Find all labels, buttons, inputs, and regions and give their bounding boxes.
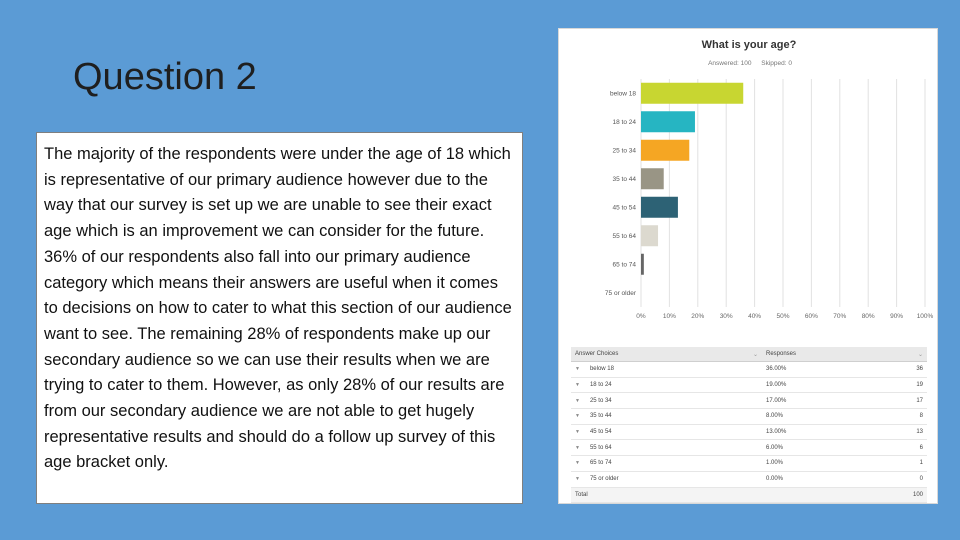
response-count-cell: 0 — [900, 471, 927, 488]
expand-icon[interactable]: ▼ — [575, 444, 580, 451]
answer-choice-cell: ▼ 45 to 54 — [571, 424, 762, 441]
body-text-box: The majority of the respondents were und… — [36, 132, 523, 504]
answer-choice-cell: ▼ 65 to 74 — [571, 455, 762, 472]
bar — [641, 82, 744, 104]
age-bar-chart: 0% 10% 20% 30% 40% 50% 60% 70% 80% 90% 100% below 1… — [605, 79, 934, 320]
x-tick-label: 10% — [663, 313, 676, 320]
responses-table: Answer Choices ⌄ Responses ⌄ ▼ below 18 36.0… — [571, 347, 927, 504]
total-value: 100 — [900, 487, 927, 504]
category-label: below 18 — [610, 90, 636, 97]
response-counts: Answered: 100 Skipped: 0 — [708, 60, 792, 67]
x-tick-label: 50% — [776, 313, 789, 320]
answer-choice-cell: ▼ 25 to 34 — [571, 392, 762, 410]
x-tick-label: 90% — [890, 313, 903, 320]
response-count-cell: 19 — [900, 377, 927, 394]
total-label: Total — [571, 487, 762, 504]
category-label: 18 to 24 — [613, 119, 637, 126]
x-tick-label: 40% — [748, 313, 761, 320]
x-tick-label: 60% — [805, 313, 818, 320]
expand-icon[interactable]: ▼ — [575, 460, 580, 467]
table-row: ▼ 18 to 24 19.00% 19 — [571, 377, 927, 394]
body-text: The majority of the respondents were und… — [44, 145, 512, 472]
x-tick-label: 70% — [833, 313, 846, 320]
answer-choice-cell: ▼ 55 to 64 — [571, 439, 762, 457]
table-header-row: Answer Choices ⌄ Responses ⌄ — [571, 347, 927, 362]
response-count-cell: 1 — [900, 455, 927, 472]
chart-title: What is your age? — [701, 39, 797, 51]
survey-chart-panel: What is your age? Answered: 100 Skipped:… — [558, 28, 938, 504]
x-tick-label: 100% — [917, 313, 934, 320]
answer-choice-cell: ▼ below 18 — [571, 361, 762, 378]
category-label: 45 to 54 — [613, 204, 637, 211]
response-percent-cell: 19.00% — [762, 377, 900, 394]
answer-choice-cell: ▼ 35 to 44 — [571, 408, 762, 425]
expand-icon[interactable]: ▼ — [575, 476, 580, 483]
skipped-count: Skipped: 0 — [761, 60, 792, 67]
expand-icon[interactable]: ▼ — [575, 382, 580, 389]
response-count-cell: 17 — [900, 392, 927, 410]
responses-header[interactable]: Responses ⌄ — [762, 347, 927, 362]
category-label: 75 or older — [605, 290, 637, 297]
bar — [641, 111, 695, 133]
expand-icon[interactable]: ▼ — [575, 397, 580, 404]
expand-icon[interactable]: ▼ — [575, 429, 580, 436]
table-row: ▼ 25 to 34 17.00% 17 — [571, 392, 927, 410]
answered-count: Answered: 100 — [708, 60, 752, 67]
category-label: 55 to 64 — [613, 233, 637, 240]
x-tick-label: 20% — [691, 313, 704, 320]
response-count-cell: 8 — [900, 408, 927, 425]
category-label: 35 to 44 — [613, 176, 637, 183]
bar — [641, 139, 690, 161]
response-percent-cell: 1.00% — [762, 455, 900, 472]
table-row: ▼ 35 to 44 8.00% 8 — [571, 408, 927, 425]
expand-icon[interactable]: ▼ — [575, 366, 580, 373]
sort-icon[interactable]: ⌄ — [752, 351, 758, 358]
slide-title: Question 2 — [73, 56, 257, 98]
answer-choice-cell: ▼ 18 to 24 — [571, 377, 762, 394]
table-row: ▼ 55 to 64 6.00% 6 — [571, 439, 927, 457]
x-tick-label: 80% — [862, 313, 875, 320]
table-row: ▼ 65 to 74 1.00% 1 — [571, 455, 927, 472]
category-label: 65 to 74 — [613, 261, 637, 268]
response-count-cell: 6 — [900, 439, 927, 457]
response-percent-cell: 17.00% — [762, 392, 900, 410]
expand-icon[interactable]: ▼ — [575, 413, 580, 420]
total-row: Total 100 — [571, 487, 927, 504]
bar — [641, 253, 644, 275]
bar — [641, 168, 664, 190]
table-row: ▼ below 18 36.00% 36 — [571, 361, 927, 378]
response-count-cell: 13 — [900, 424, 927, 441]
table-row: ▼ 75 or older 0.00% 0 — [571, 471, 927, 488]
response-percent-cell: 13.00% — [762, 424, 900, 441]
bar — [641, 196, 678, 218]
response-percent-cell: 0.00% — [762, 471, 900, 488]
x-tick-label: 0% — [636, 313, 646, 320]
category-label: 25 to 34 — [613, 147, 637, 154]
bar — [641, 225, 659, 247]
answer-choices-header[interactable]: Answer Choices ⌄ — [571, 347, 762, 362]
table-row: ▼ 45 to 54 13.00% 13 — [571, 424, 927, 441]
response-percent-cell: 8.00% — [762, 408, 900, 425]
x-tick-label: 30% — [720, 313, 733, 320]
response-percent-cell: 36.00% — [762, 361, 900, 378]
sort-icon[interactable]: ⌄ — [917, 351, 923, 358]
answer-choice-cell: ▼ 75 or older — [571, 471, 762, 488]
response-percent-cell: 6.00% — [762, 439, 900, 457]
response-count-cell: 36 — [900, 361, 927, 378]
